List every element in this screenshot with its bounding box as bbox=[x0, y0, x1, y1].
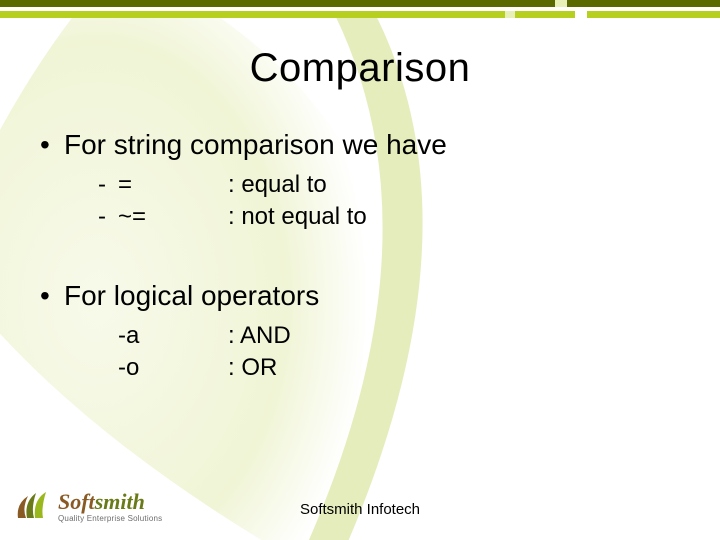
logo-wordmark: Softsmith bbox=[58, 491, 162, 513]
sub-list: -a : AND -o : OR bbox=[98, 320, 720, 385]
sub-list: - = : equal to - ~= : not equal to bbox=[98, 169, 720, 234]
section-logical-operators: • For logical operators -a : AND -o : OR bbox=[40, 280, 720, 385]
item-operator: ~= bbox=[118, 201, 228, 233]
logo-text: Softsmith Quality Enterprise Solutions bbox=[58, 491, 162, 523]
logo-mark-icon bbox=[14, 488, 52, 526]
item-operator: -a bbox=[118, 320, 228, 352]
bullet-heading-text: For logical operators bbox=[64, 280, 319, 312]
logo-word-part1: Soft bbox=[58, 489, 95, 514]
logo-tagline: Quality Enterprise Solutions bbox=[58, 515, 162, 523]
logo-word-part2: smith bbox=[95, 489, 145, 514]
item-dash: - bbox=[98, 169, 118, 201]
item-operator: -o bbox=[118, 352, 228, 384]
item-dash bbox=[98, 320, 118, 352]
bullet-dot-icon: • bbox=[40, 280, 64, 312]
logo: Softsmith Quality Enterprise Solutions bbox=[14, 488, 162, 526]
bullet-heading: • For logical operators bbox=[40, 280, 720, 312]
bullet-heading: • For string comparison we have bbox=[40, 129, 720, 161]
item-description: : equal to bbox=[228, 169, 327, 201]
item-dash bbox=[98, 352, 118, 384]
list-item: - ~= : not equal to bbox=[98, 201, 720, 233]
list-item: -o : OR bbox=[98, 352, 720, 384]
section-string-comparison: • For string comparison we have - = : eq… bbox=[40, 129, 720, 234]
list-item: -a : AND bbox=[98, 320, 720, 352]
top-accent-bar bbox=[0, 0, 720, 18]
item-description: : OR bbox=[228, 352, 277, 384]
item-description: : not equal to bbox=[228, 201, 367, 233]
slide-title: Comparison bbox=[0, 46, 720, 91]
bullet-heading-text: For string comparison we have bbox=[64, 129, 447, 161]
slide-content: Comparison • For string comparison we ha… bbox=[0, 18, 720, 540]
bullet-dot-icon: • bbox=[40, 129, 64, 161]
list-item: - = : equal to bbox=[98, 169, 720, 201]
item-operator: = bbox=[118, 169, 228, 201]
item-description: : AND bbox=[228, 320, 291, 352]
item-dash: - bbox=[98, 201, 118, 233]
